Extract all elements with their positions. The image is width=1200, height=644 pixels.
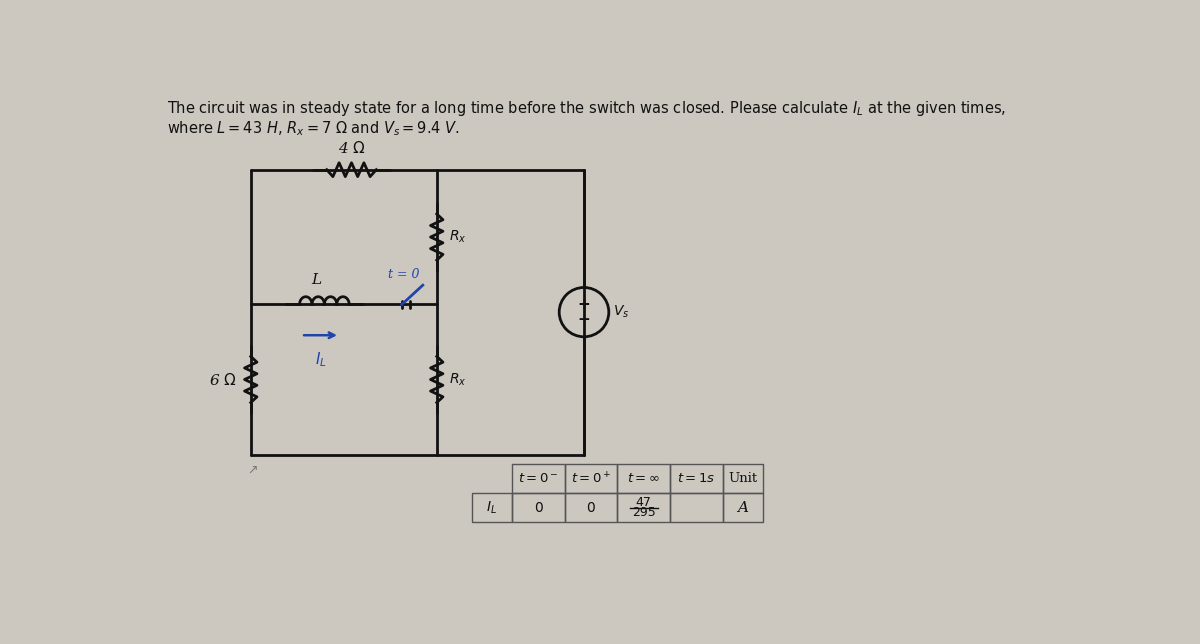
Bar xyxy=(670,464,722,493)
Text: −: − xyxy=(577,312,590,327)
Text: A: A xyxy=(737,501,749,515)
Text: $t=0^+$: $t=0^+$ xyxy=(571,471,611,486)
Bar xyxy=(722,493,763,522)
Text: $V_s$: $V_s$ xyxy=(613,304,630,320)
Text: 4 $\Omega$: 4 $\Omega$ xyxy=(337,140,365,156)
Text: $I_L$: $I_L$ xyxy=(314,350,326,369)
Text: 295: 295 xyxy=(631,506,655,520)
Bar xyxy=(472,493,512,522)
Bar xyxy=(512,493,565,522)
Text: where $L = 43$ $H$, $R_x = 7$ $\Omega$ and $V_s = 9.4$ $V$.: where $L = 43$ $H$, $R_x = 7$ $\Omega$ a… xyxy=(167,120,460,138)
Bar xyxy=(617,464,670,493)
Text: $t=0^-$: $t=0^-$ xyxy=(518,472,558,485)
Text: +: + xyxy=(577,297,590,312)
Text: The circuit was in steady state for a long time before the switch was closed. Pl: The circuit was in steady state for a lo… xyxy=(167,99,1006,118)
Text: Unit: Unit xyxy=(728,472,757,485)
Text: $R_x$: $R_x$ xyxy=(449,372,467,388)
Text: 6 $\Omega$: 6 $\Omega$ xyxy=(209,372,236,388)
Bar xyxy=(565,493,617,522)
Text: $t=1s$: $t=1s$ xyxy=(677,472,715,485)
Text: ↗: ↗ xyxy=(247,464,257,477)
Bar xyxy=(670,493,722,522)
Bar xyxy=(617,493,670,522)
Text: L: L xyxy=(312,274,322,287)
Bar xyxy=(722,464,763,493)
Text: $t=\infty$: $t=\infty$ xyxy=(628,472,660,485)
Text: t = 0: t = 0 xyxy=(389,269,420,281)
Text: 0: 0 xyxy=(534,501,542,515)
Text: $R_x$: $R_x$ xyxy=(449,229,467,245)
Text: $I_L$: $I_L$ xyxy=(486,500,497,516)
Bar xyxy=(565,464,617,493)
Text: 47: 47 xyxy=(636,496,652,509)
Bar xyxy=(512,464,565,493)
Text: 0: 0 xyxy=(587,501,595,515)
